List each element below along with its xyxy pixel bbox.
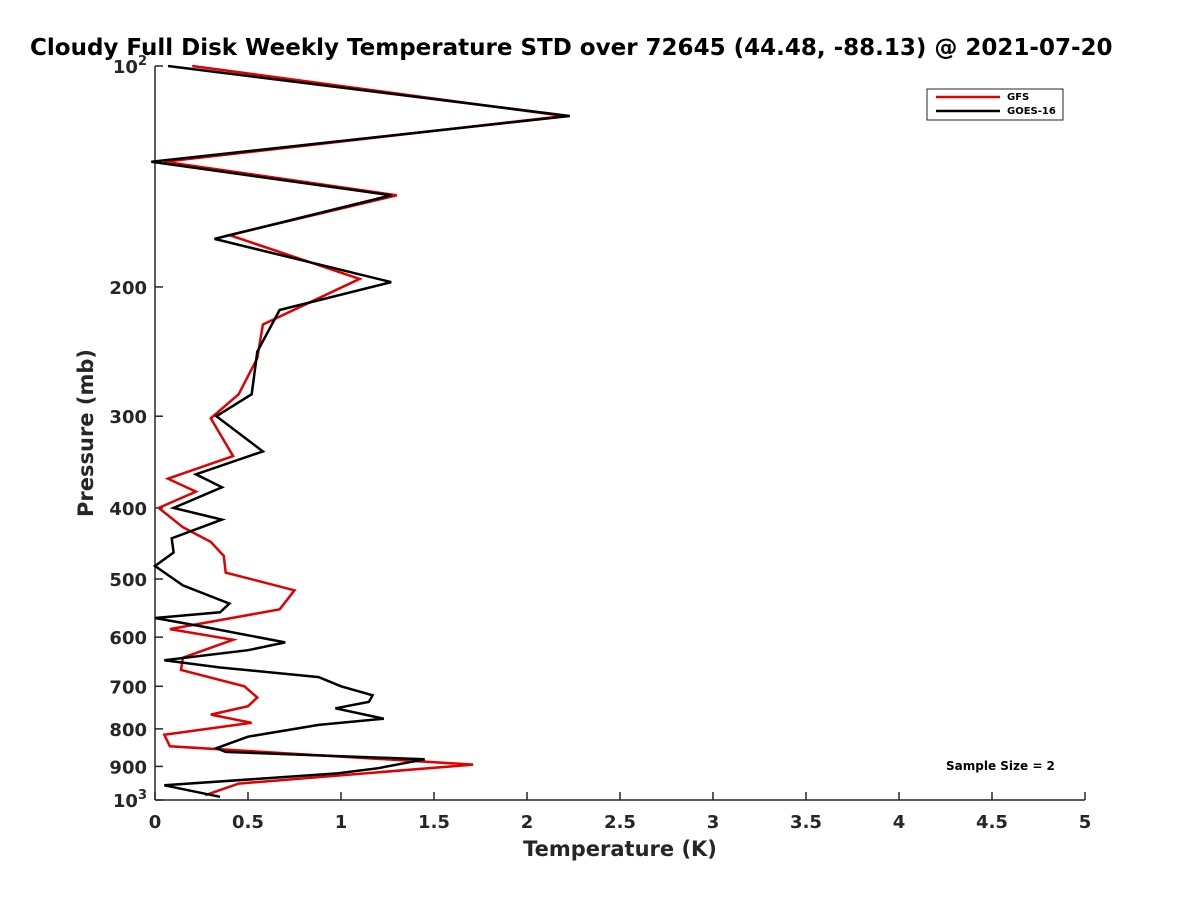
- x-tick-label: 4.5: [976, 812, 1008, 833]
- y-tick-label: 900: [109, 757, 147, 778]
- series-line-goes-16: [151, 64, 570, 799]
- y-tick-label: 600: [109, 628, 147, 649]
- x-tick-label: 2: [521, 812, 534, 833]
- y-tick-label: 300: [109, 407, 147, 428]
- x-tick-label: 1: [335, 812, 348, 833]
- sample-size-annotation: Sample Size = 2: [946, 759, 1055, 773]
- y-tick-label: 800: [109, 720, 147, 741]
- x-tick-label: 0.5: [232, 812, 264, 833]
- series-layer: [151, 64, 570, 799]
- y-tick-label: 102: [113, 54, 147, 78]
- y-tick-label: 400: [109, 499, 147, 520]
- x-tick-label: 1.5: [418, 812, 450, 833]
- x-tick-label: 0: [149, 812, 162, 833]
- chart-title: Cloudy Full Disk Weekly Temperature STD …: [30, 35, 1113, 61]
- y-axis-label: Pressure (mb): [74, 349, 98, 517]
- x-axis-label: Temperature (K): [523, 837, 717, 861]
- y-tick-label: 500: [109, 570, 147, 591]
- legend-box: [926, 88, 1064, 121]
- y-tick-label: 103: [113, 788, 147, 812]
- legend: GFS GOES-16: [926, 88, 1064, 121]
- x-tick-label: 5: [1079, 812, 1092, 833]
- x-ticks: 0 0.5 1 1.5 2 2.5 3 3.5 4 4.5 5: [149, 792, 1092, 833]
- x-tick-label: 4: [893, 812, 906, 833]
- plot-area: 0 0.5 1 1.5 2 2.5 3 3.5 4 4.5 5 102 200 300 400 500 600…: [109, 54, 1091, 833]
- x-tick-label: 2.5: [604, 812, 636, 833]
- y-tick-label: 200: [109, 278, 147, 299]
- series-line-gfs: [156, 64, 565, 797]
- y-tick-label: 700: [109, 677, 147, 698]
- x-tick-label: 3: [707, 812, 720, 833]
- x-tick-label: 3.5: [790, 812, 822, 833]
- y-ticks: 102 200 300 400 500 600 700 800 900 103: [109, 54, 163, 812]
- legend-label-goes: GOES-16: [1007, 106, 1056, 117]
- legend-label-gfs: GFS: [1007, 92, 1029, 103]
